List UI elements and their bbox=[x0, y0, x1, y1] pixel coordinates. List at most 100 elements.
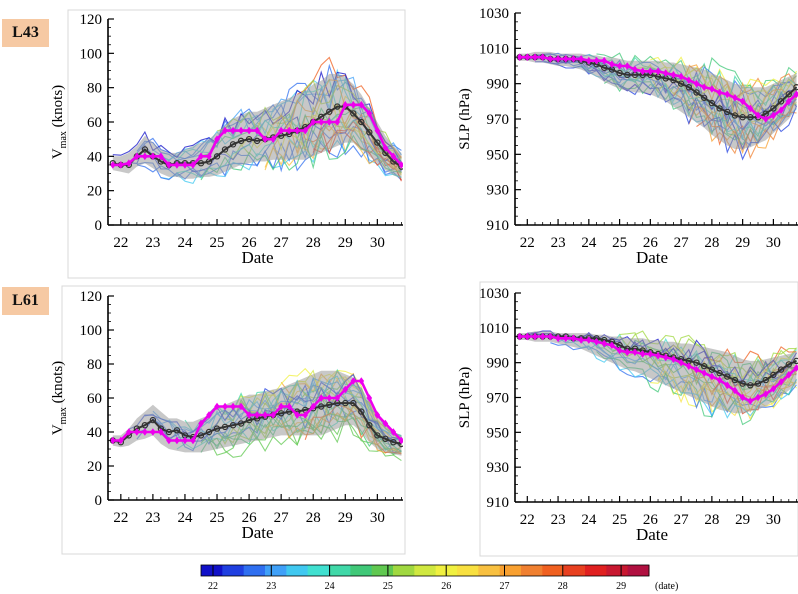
colorbar-tick-label: 29 bbox=[616, 581, 626, 592]
L61-vmax-mean-point bbox=[374, 432, 381, 439]
L43-vmax-ytick-label: 120 bbox=[80, 12, 103, 28]
L61-vmax-observed-point bbox=[150, 428, 156, 436]
colorbar: 22 23 24 25 26 27 28 29 (date) bbox=[200, 564, 678, 592]
colorbar-swatch bbox=[265, 565, 287, 576]
L61-vmax-observed-point bbox=[270, 411, 276, 419]
L61-slp-observed-point bbox=[593, 337, 600, 346]
L61-vmax-observed-point bbox=[110, 436, 116, 445]
L43-vmax-observed-point bbox=[398, 161, 403, 169]
L61-vmax-xtick-label: 27 bbox=[274, 510, 290, 526]
L61-vmax-observed-point bbox=[254, 411, 260, 419]
L43-vmax-observed-point bbox=[262, 135, 268, 143]
L43-slp-observed-point bbox=[516, 53, 523, 61]
colorbar-swatch bbox=[627, 565, 650, 576]
L61-vmax-ylabel: Vmax (knots) bbox=[50, 361, 69, 435]
L43-slp-observed-point bbox=[539, 53, 546, 61]
L61-slp-observed-point bbox=[616, 346, 623, 355]
L61-slp-observed-point bbox=[586, 336, 592, 344]
L61-slp-ytick-label: 990 bbox=[487, 356, 510, 372]
L61-vmax-observed-point bbox=[278, 402, 284, 411]
L61-slp-observed-point bbox=[547, 332, 554, 341]
L61-slp-spread-band bbox=[519, 331, 797, 414]
L61-slp-observed-point bbox=[647, 350, 654, 358]
L43-slp-observed-point bbox=[709, 85, 715, 93]
L61-vmax-mean-point bbox=[350, 399, 357, 407]
colorbar-tick-label: 26 bbox=[441, 581, 451, 592]
colorbar-swatch bbox=[201, 565, 223, 576]
colorbar-swatch bbox=[499, 565, 522, 576]
L61-vmax-xtick-label: 25 bbox=[210, 510, 225, 526]
L43-vmax-observed-point bbox=[206, 152, 212, 161]
L61-vmax-observed-point bbox=[230, 402, 236, 411]
L43-vmax-observed-point bbox=[278, 126, 284, 135]
L43-slp-ytick-label: 910 bbox=[487, 218, 510, 234]
L43-vmax-mean-point bbox=[326, 108, 333, 115]
L61-vmax-mean-point bbox=[382, 435, 389, 442]
L61-slp-mean-point bbox=[716, 369, 723, 377]
L61-slp-plot-area bbox=[516, 330, 798, 426]
L61-vmax-frame bbox=[61, 285, 406, 555]
L43-slp-observed-point bbox=[655, 67, 661, 76]
L61-vmax-observed-point bbox=[246, 411, 252, 419]
L43-vmax-observed-point bbox=[190, 161, 196, 169]
L61-vmax-xtick-label: 23 bbox=[145, 510, 160, 526]
L61-vmax-mean-point bbox=[149, 416, 157, 424]
L43-slp-observed-point bbox=[693, 79, 700, 88]
L61-slp-observed-point bbox=[778, 378, 784, 386]
L43-vmax-mean-point bbox=[334, 103, 341, 110]
L43-slp-spread-band bbox=[519, 51, 797, 149]
L61-slp-mean-point bbox=[708, 366, 716, 373]
L61-vmax-plot-area bbox=[109, 367, 403, 462]
L43-vmax-ytick-label: 0 bbox=[95, 218, 103, 234]
L61-vmax-mean-point bbox=[342, 399, 349, 407]
L43-vmax-xtick-label: 30 bbox=[370, 235, 385, 251]
L43-vmax-mean-point bbox=[253, 137, 261, 145]
L43-vmax-observed-point bbox=[318, 118, 325, 126]
L43-vmax-mean-point bbox=[350, 110, 357, 117]
L43-slp-mean-point bbox=[624, 71, 631, 79]
L43-slp-observed-point bbox=[578, 55, 584, 63]
L43-slp-observed-point bbox=[793, 90, 798, 99]
L61-slp-mean-point bbox=[777, 366, 785, 373]
L43-slp-xtick-label: 26 bbox=[643, 235, 659, 251]
L61-slp-observed-point bbox=[739, 393, 746, 402]
L61-vmax-xtick-label: 29 bbox=[338, 510, 353, 526]
L61-vmax-xtick-label: 28 bbox=[306, 510, 321, 526]
L61-vmax-observed-point bbox=[398, 436, 403, 445]
colorbar-swatch bbox=[542, 565, 565, 576]
L43-slp-observed-point bbox=[601, 56, 608, 65]
L43-slp-observed-point bbox=[770, 111, 777, 120]
L61-slp-observed-point bbox=[709, 372, 715, 381]
L43-vmax-mean-point bbox=[213, 153, 221, 160]
L43-slp-observed-point bbox=[647, 67, 654, 76]
L61-vmax-observed-point bbox=[134, 428, 140, 436]
L61-vmax-observed-point bbox=[334, 394, 341, 402]
L43-vmax-xtick-label: 25 bbox=[210, 235, 225, 251]
colorbar-tick-label: 25 bbox=[383, 581, 393, 592]
panel-tag-l43: L43 bbox=[2, 19, 49, 47]
L43-vmax-mean-point bbox=[245, 135, 253, 143]
L61-slp-ylabel: SLP (hPa) bbox=[457, 367, 473, 429]
L61-slp-observed-point bbox=[570, 334, 577, 343]
L43-slp-mean-point bbox=[724, 108, 731, 116]
L43-vmax-plot-area bbox=[109, 56, 403, 185]
L61-vmax-observed-point bbox=[222, 402, 228, 411]
L43-vmax-mean-point bbox=[141, 146, 149, 153]
L43-vmax-observed-point bbox=[350, 101, 357, 109]
L61-slp-mean-point bbox=[793, 357, 798, 365]
L61-slp-observed-point bbox=[624, 348, 631, 357]
L61-slp-observed-point bbox=[755, 393, 761, 402]
L43-slp-mean-point bbox=[616, 69, 623, 77]
L43-slp-ytick-label: 930 bbox=[487, 183, 510, 199]
L61-vmax-mean-point bbox=[237, 420, 245, 427]
L61-vmax-mean-point bbox=[229, 422, 237, 429]
L61-vmax-observed-point bbox=[286, 402, 292, 411]
L61-vmax-observed-point bbox=[350, 377, 357, 385]
L43-vmax-observed-point bbox=[238, 126, 244, 135]
L61-vmax-observed-point bbox=[214, 402, 220, 411]
L61-vmax-observed-point bbox=[158, 428, 164, 436]
L43-vmax-frame bbox=[67, 9, 406, 279]
L43-slp-observed-point bbox=[685, 76, 692, 84]
L43-slp-observed-point bbox=[678, 72, 684, 81]
L61-vmax-mean-point bbox=[366, 422, 373, 429]
